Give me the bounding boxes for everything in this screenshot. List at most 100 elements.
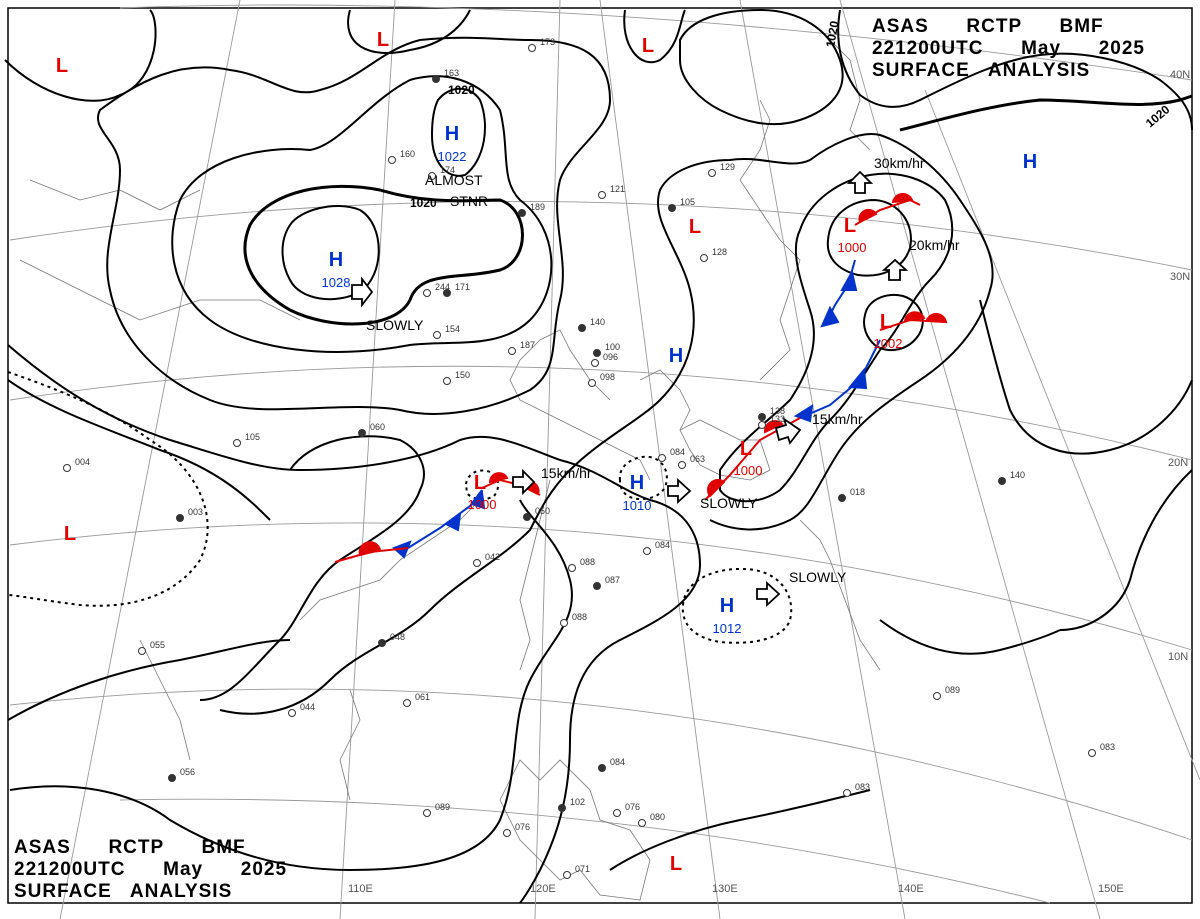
- station-pressure-label: 080: [650, 812, 665, 822]
- coastline: [799, 519, 881, 671]
- station-marker: [528, 44, 536, 52]
- latitude-label: 40N: [1170, 69, 1190, 81]
- station-marker: [638, 819, 646, 827]
- station-pressure-label: 083: [855, 782, 870, 792]
- movement-arrow: [512, 468, 536, 496]
- station-marker: [403, 699, 411, 707]
- station-marker: [593, 582, 601, 590]
- station-pressure-label: 004: [75, 457, 90, 467]
- station-pressure-label: 088: [580, 557, 595, 567]
- station-pressure-label: 076: [515, 822, 530, 832]
- station-pressure-label: 140: [1010, 470, 1025, 480]
- isobar: [863, 294, 924, 352]
- low-center-symbol: L: [56, 55, 68, 77]
- isobar: [1059, 469, 1193, 631]
- low-center-symbol: L: [64, 523, 76, 545]
- station-pressure-label: 187: [520, 340, 535, 350]
- station-marker: [758, 413, 766, 421]
- station-pressure-label: 244: [435, 282, 450, 292]
- header-agency-line: ASAS RCTP BMF: [14, 837, 246, 858]
- isobar: [979, 299, 1193, 455]
- isobar: [609, 789, 871, 871]
- header-name-line: SURFACE ANALYSIS: [14, 881, 233, 902]
- cold-front-triangle: [847, 367, 868, 390]
- low-center-pressure: 1000: [734, 463, 763, 478]
- station-marker: [658, 454, 666, 462]
- station-pressure-label: 189: [530, 202, 545, 212]
- coastline: [679, 419, 771, 481]
- station-pressure-label: 150: [455, 370, 470, 380]
- station-marker: [563, 871, 571, 879]
- isobar: [899, 94, 1193, 132]
- station-pressure-label: 089: [945, 685, 960, 695]
- latitude-label: 20N: [1168, 457, 1188, 469]
- station-markers: [63, 44, 1096, 879]
- dotted-isobar: [618, 455, 668, 501]
- isobar-label: 1020: [823, 19, 841, 48]
- warm-front-semicircle: [891, 192, 914, 204]
- cold-fronts: [392, 259, 881, 559]
- movement-arrow: [756, 580, 781, 608]
- station-pressure-label: 105: [245, 432, 260, 442]
- station-marker: [508, 347, 516, 355]
- station-pressure-label: 048: [390, 632, 405, 642]
- isobar: [7, 344, 701, 566]
- isobar: [171, 75, 553, 353]
- cold-front-triangle: [840, 269, 858, 291]
- station-pressure-label: 076: [625, 802, 640, 812]
- high-center-symbol: H: [630, 472, 644, 494]
- station-marker: [843, 789, 851, 797]
- longitude-label: 120E: [530, 883, 556, 895]
- station-marker: [176, 514, 184, 522]
- isobar: [7, 639, 291, 721]
- station-pressure-label: 063: [690, 454, 705, 464]
- station-marker: [568, 564, 576, 572]
- station-marker: [378, 639, 386, 647]
- station-pressure-label: 121: [610, 184, 625, 194]
- station-marker: [432, 75, 440, 83]
- station-marker: [593, 349, 601, 357]
- coastline: [639, 369, 691, 431]
- station-marker: [708, 169, 716, 177]
- isobar: [347, 9, 471, 55]
- isobar: [719, 172, 954, 503]
- isobar: [679, 8, 844, 126]
- station-pressure-label: 138: [770, 406, 785, 416]
- isobar: [879, 619, 1061, 655]
- station-pressure-label: 133: [770, 414, 785, 424]
- station-pressure-label: 089: [435, 802, 450, 812]
- station-pressure-label: 084: [655, 540, 670, 550]
- movement-arrow: [667, 477, 692, 505]
- station-marker: [678, 461, 686, 469]
- parallel: [9, 200, 1193, 271]
- map-header-top-right: ASAS RCTP BMF 221200UTC May 2025 SURFACE…: [872, 16, 1145, 82]
- station-pressure-label: 042: [485, 552, 500, 562]
- longitude-label: 140E: [898, 883, 924, 895]
- station-pressure-label: 100: [605, 342, 620, 352]
- isobar: [219, 133, 994, 715]
- header-time-line: 221200UTC May 2025: [871, 38, 1145, 59]
- isobar-label: 1020: [448, 83, 475, 97]
- station-pressure-label: 084: [670, 447, 685, 457]
- isobar: [97, 36, 612, 415]
- station-marker: [388, 156, 396, 164]
- warm-front-semicircle: [925, 312, 948, 324]
- station-marker: [560, 619, 568, 627]
- latitude-label: 10N: [1168, 651, 1188, 663]
- isobar: [9, 499, 573, 872]
- station-marker: [503, 829, 511, 837]
- low-center-pressure: 1002: [874, 336, 903, 351]
- station-pressure-label: 071: [575, 864, 590, 874]
- station-marker: [518, 209, 526, 217]
- station-marker: [433, 331, 441, 339]
- cold-front-triangle: [820, 305, 840, 328]
- station-marker: [578, 324, 586, 332]
- station-pressure-label: 018: [850, 487, 865, 497]
- cold-front-triangle: [444, 511, 462, 532]
- station-marker: [428, 172, 436, 180]
- station-pressure-label: 154: [445, 324, 460, 334]
- station-marker: [443, 377, 451, 385]
- high-center-symbol: H: [669, 345, 683, 367]
- high-center-symbol: H: [720, 595, 734, 617]
- isobar: [623, 9, 686, 63]
